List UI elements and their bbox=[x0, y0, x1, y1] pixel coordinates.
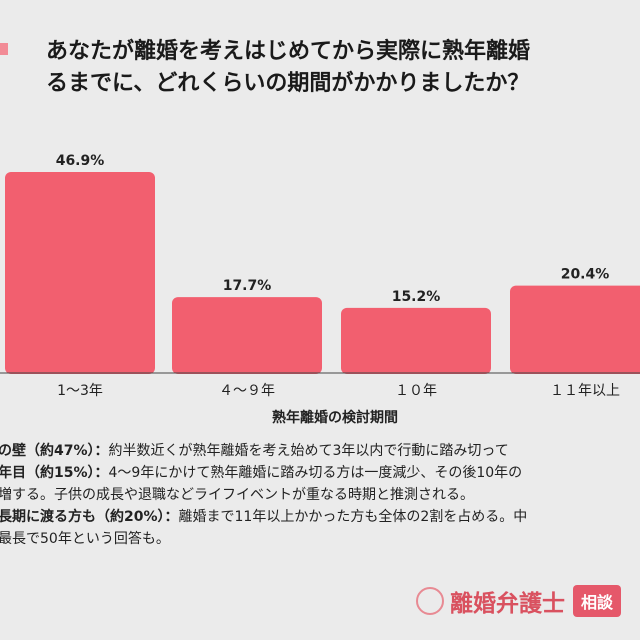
bar bbox=[172, 297, 322, 374]
title-accent bbox=[0, 43, 8, 55]
data-label: 20.4% bbox=[561, 267, 610, 283]
category-label: ４〜９年 bbox=[219, 383, 275, 399]
note-line: 長期に渡る方も（約20%）：離婚まで11年以上かかった方も全体の2割を占める。中 bbox=[0, 509, 528, 525]
note-line: 年目（約15%）：4〜9年にかけて熟年離婚に踏み切る方は一度減少、その後10年の bbox=[0, 465, 523, 481]
category-label: 1〜3年 bbox=[57, 383, 103, 399]
bar bbox=[510, 285, 640, 374]
data-label: 15.2% bbox=[392, 289, 441, 305]
brand-name: 離婚弁護士 bbox=[450, 591, 565, 617]
category-label: １０年 bbox=[395, 383, 437, 399]
title-line: あなたが離婚を考えはじめてから実際に熟年離婚 bbox=[46, 39, 531, 64]
consult-badge[interactable]: 相談 bbox=[573, 585, 622, 617]
title-line: るまでに、どれくらいの期間がかかりましたか？ bbox=[46, 71, 530, 96]
brand-logo[interactable]: 離婚弁護士 相談 bbox=[416, 584, 622, 618]
note-line: の壁（約47%）：約半数近くが熟年離婚を考え始めて3年以内で行動に踏み切って bbox=[0, 443, 509, 459]
note-line: 増する。子供の成長や退職などライフイベントが重なる時期と推測される。 bbox=[0, 487, 474, 503]
notes: の壁（約47%）：約半数近くが熟年離婚を考え始めて3年以内で行動に踏み切って 年… bbox=[0, 440, 527, 550]
data-label: 46.9% bbox=[56, 153, 105, 169]
seal-icon bbox=[416, 587, 444, 615]
chart-title: あなたが離婚を考えはじめてから実際に熟年離婚 るまでに、どれくらいの期間がかかり… bbox=[46, 36, 530, 100]
category-label: １１年以上 bbox=[550, 383, 620, 399]
note-line: 最長で50年という回答も。 bbox=[0, 531, 170, 547]
x-axis-label: 熟年離婚の検討期間 bbox=[272, 409, 398, 426]
data-label: 17.7% bbox=[223, 278, 272, 294]
bar bbox=[341, 307, 491, 374]
bar-chart: 46.9% 1〜3年 17.7% ４〜９年 15.2% １０年 20.4% １１年以上熟年離婚… bbox=[0, 153, 640, 426]
bar bbox=[5, 172, 155, 374]
